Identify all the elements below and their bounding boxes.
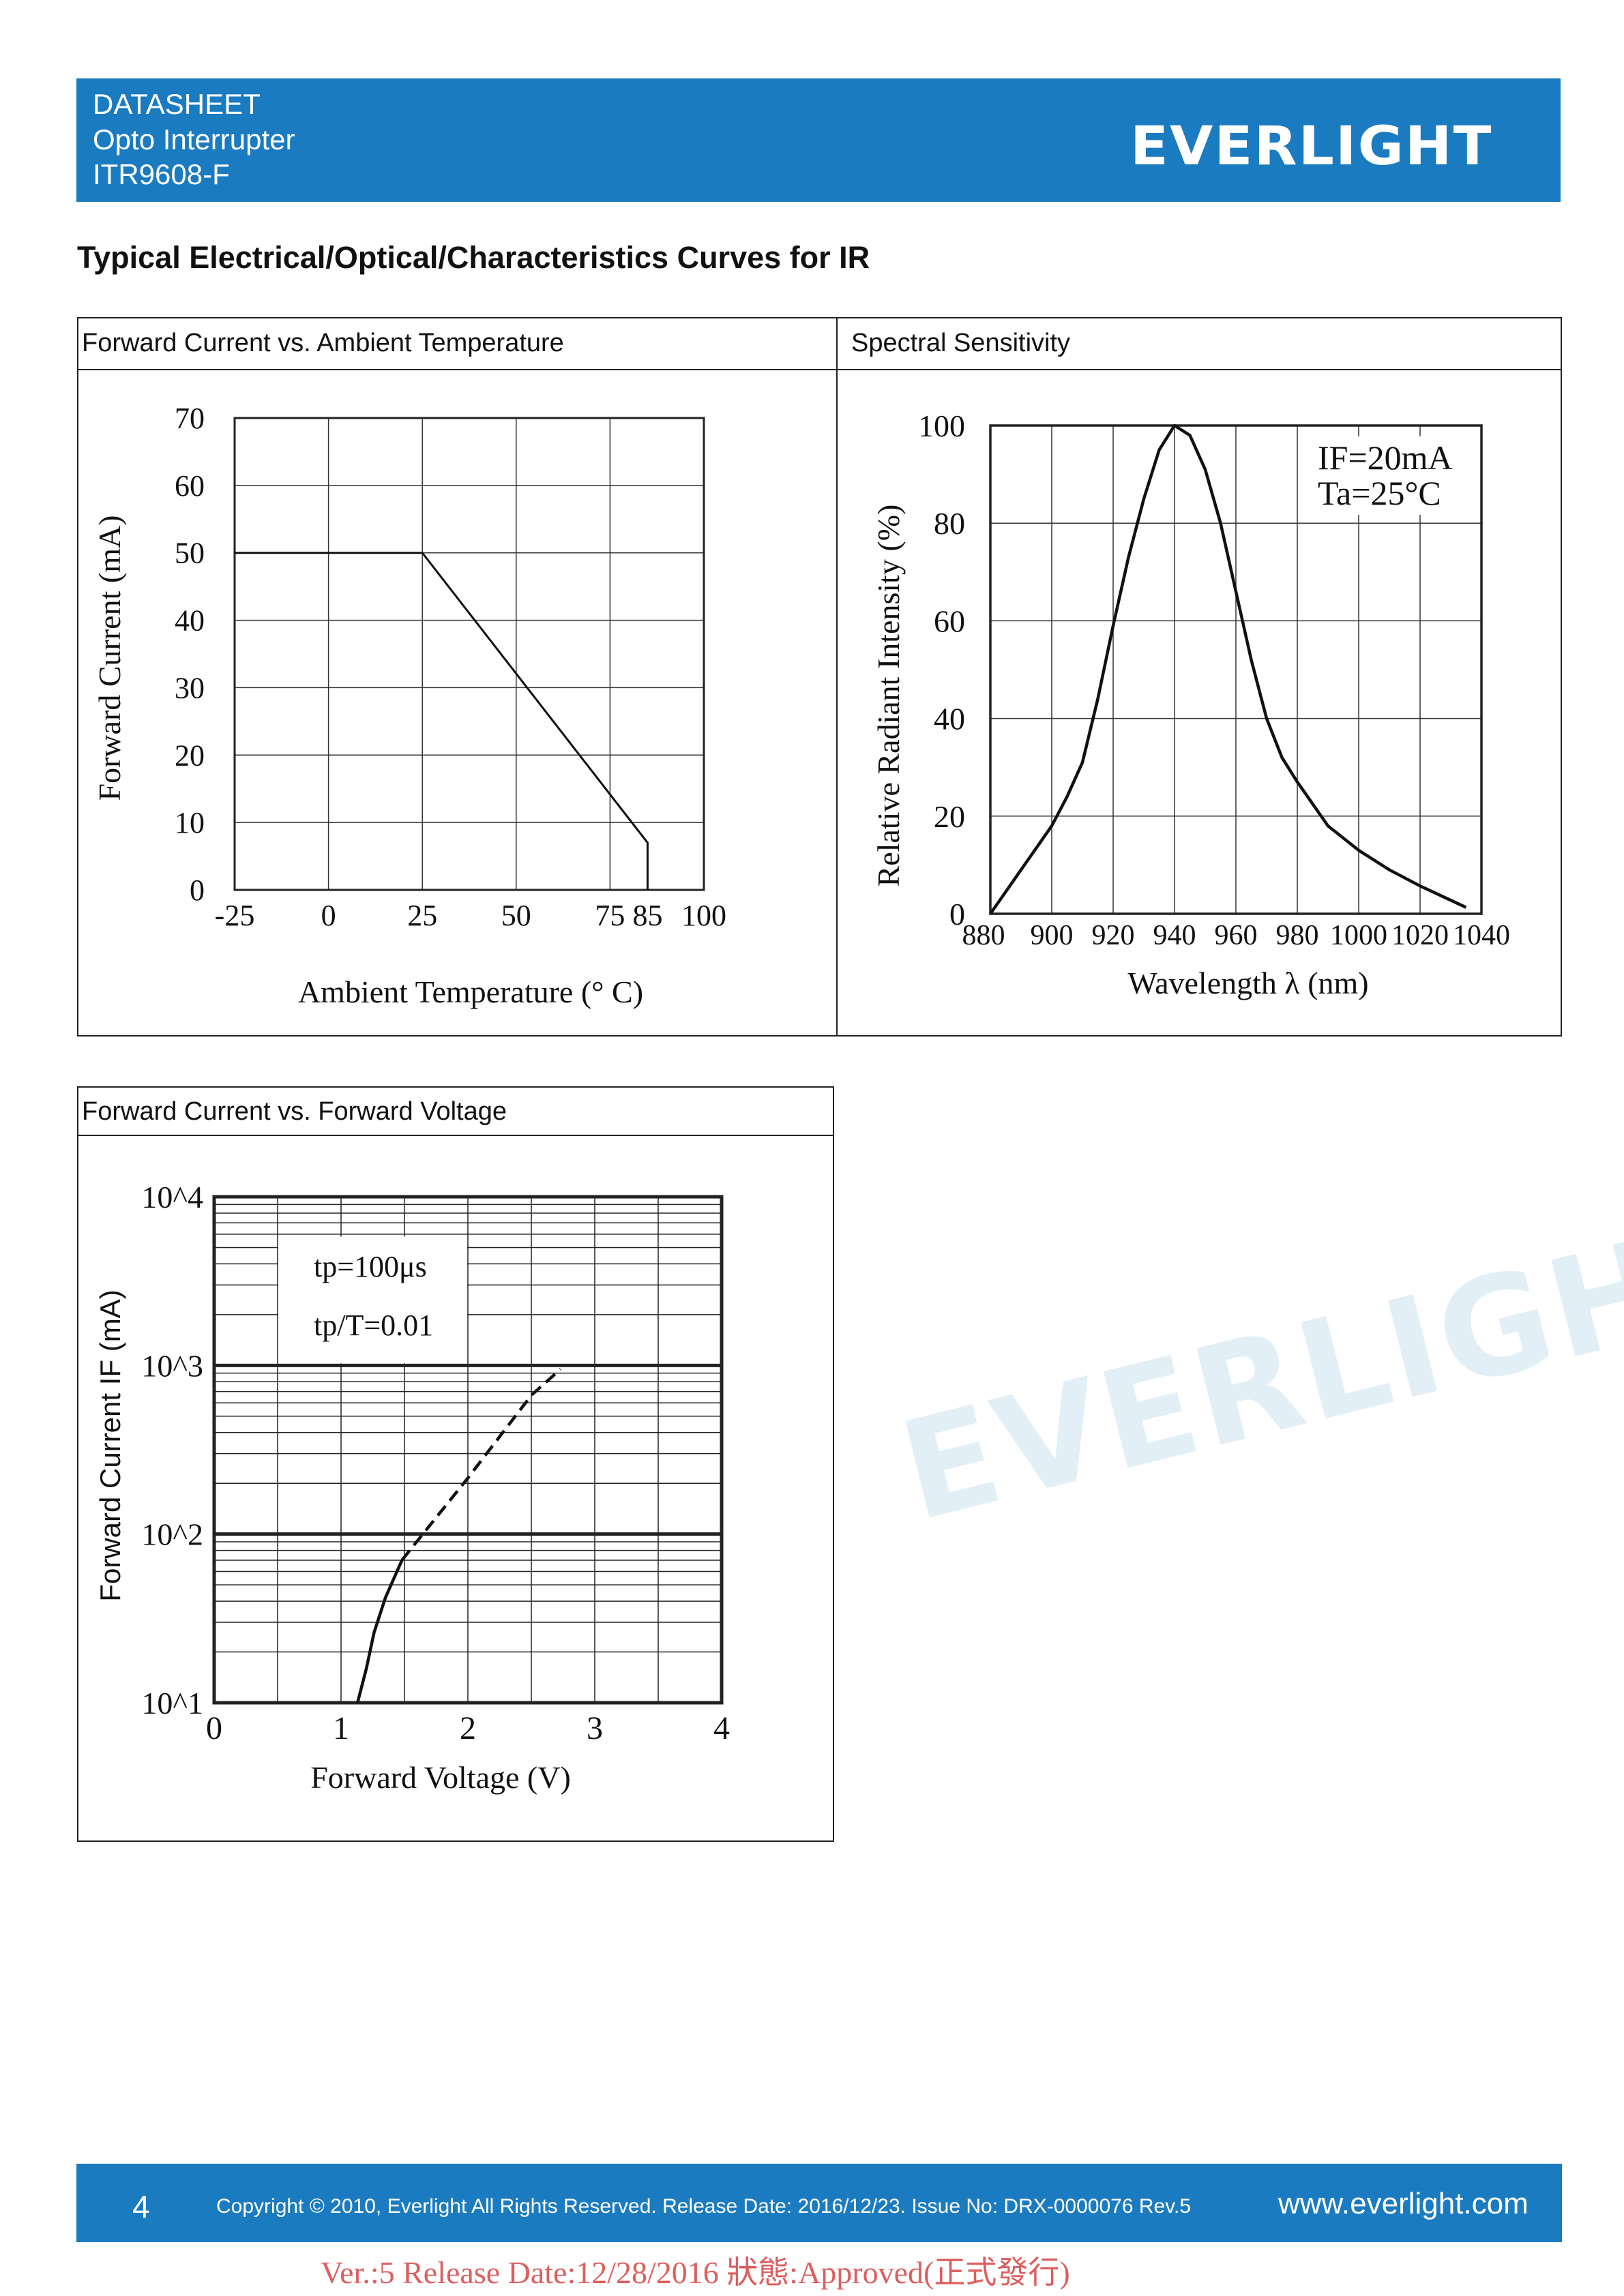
x-axis-label: Ambient Temperature (° C) [298,974,643,1009]
derating-curve [235,552,649,890]
y-tick-label: 10^4 [141,1180,203,1214]
everlight-logo: EVERLIGHT [1130,116,1493,177]
page-title: Typical Electrical/Optical/Characteristi… [77,240,870,275]
x-axis-label: Forward Voltage (V) [310,1760,571,1795]
annotation: tp/T=0.01 [314,1309,433,1342]
panel-title-temp: Forward Current vs. Ambient Temperature [82,329,564,357]
x-tick-label: 85 [632,899,662,932]
y-tick-label: 60 [175,469,205,503]
website-link[interactable]: www.everlight.com [1278,2187,1529,2220]
y-axis-label: Relative Radiant Intensity (%) [871,505,906,887]
doc-type: DATASHEET [93,88,261,120]
y-tick-label: 100 [918,408,965,443]
plot-frame [212,1195,724,1705]
divider [77,1135,834,1136]
chart-table-bottom [77,1086,834,1842]
panel-title-spectral: Spectral Sensitivity [851,329,1071,357]
y-tick-label: 0 [190,874,205,907]
x-tick-label: 900 [1031,920,1074,951]
x-tick-label: 1020 [1391,920,1449,951]
x-tick-label: 4 [713,1710,730,1746]
x-tick-label: 1000 [1330,920,1387,951]
x-tick-label: 1040 [1453,920,1510,951]
copyright: Copyright © 2010, Everlight All Rights R… [216,2195,1191,2218]
y-tick-label: 40 [175,604,205,638]
x-tick-label: 980 [1276,920,1319,951]
plot-frame [233,417,705,891]
legend-background [1313,436,1470,515]
x-tick-label: 960 [1215,920,1258,951]
x-tick-label: 3 [587,1710,603,1746]
y-tick-label: 10^2 [141,1517,203,1552]
y-tick-label: 20 [934,799,965,834]
annotation: tp=100μs [314,1250,427,1283]
divider [77,369,1562,370]
x-tick-label: 940 [1153,920,1196,951]
y-tick-label: 60 [934,603,965,638]
y-axis-label: Forward Current (mA) [92,515,127,801]
x-tick-label: -25 [215,899,255,932]
chart-table-top [77,317,1562,1037]
y-tick-label: 10^1 [141,1686,203,1720]
spectral-curve [989,423,1467,915]
x-axis-label: Wavelength λ (nm) [1127,966,1368,1000]
y-tick-label: 30 [175,671,205,704]
x-tick-label: 100 [681,899,726,932]
iv-curve-solid [356,1560,404,1703]
x-tick-label: 25 [407,899,437,932]
part-number: ITR9608-F [93,158,230,190]
annotation: Ta=25°C [1318,474,1441,512]
y-tick-label: 50 [175,537,205,570]
x-tick-label: 0 [206,1710,222,1746]
x-tick-label: 920 [1092,920,1135,951]
x-tick-label: 880 [962,920,1005,951]
x-tick-label: 50 [501,899,531,932]
y-tick-label: 0 [949,897,965,931]
panel-title-iv: Forward Current vs. Forward Voltage [82,1097,507,1126]
plot-frame [989,424,1483,915]
footer-bar: 4 Copyright © 2010, Everlight All Rights… [76,2164,1562,2242]
y-tick-label: 10^3 [141,1348,203,1383]
annotation-background [278,1236,467,1364]
header-banner: DATASHEET Opto Interrupter ITR9608-F EVE… [76,78,1561,202]
y-axis-label: Forward Current IF (mA) [94,1289,126,1601]
y-tick-label: 80 [934,506,965,541]
iv-curve-dashed [400,1368,562,1562]
x-tick-label: 2 [460,1710,476,1746]
x-tick-label: 0 [321,899,336,932]
y-tick-label: 10 [175,806,205,839]
y-tick-label: 20 [175,739,205,772]
y-tick-label: 40 [934,702,965,736]
annotation: IF=20mA [1318,438,1453,477]
x-tick-label: 1 [333,1710,349,1746]
page-number: 4 [132,2189,150,2224]
divider [836,317,838,1037]
release-stamp: Ver.:5 Release Date:12/28/2016 狀態:Approv… [321,2255,1070,2290]
y-tick-label: 70 [175,402,205,435]
product-category: Opto Interrupter [93,123,295,155]
x-tick-label: 75 [595,899,625,932]
